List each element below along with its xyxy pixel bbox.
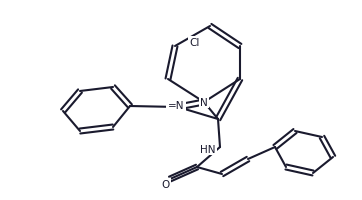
Text: O: O [162,179,170,189]
Text: =N: =N [168,100,184,110]
Text: HN: HN [200,144,216,154]
Text: Cl: Cl [190,38,200,48]
Text: N: N [200,98,208,107]
